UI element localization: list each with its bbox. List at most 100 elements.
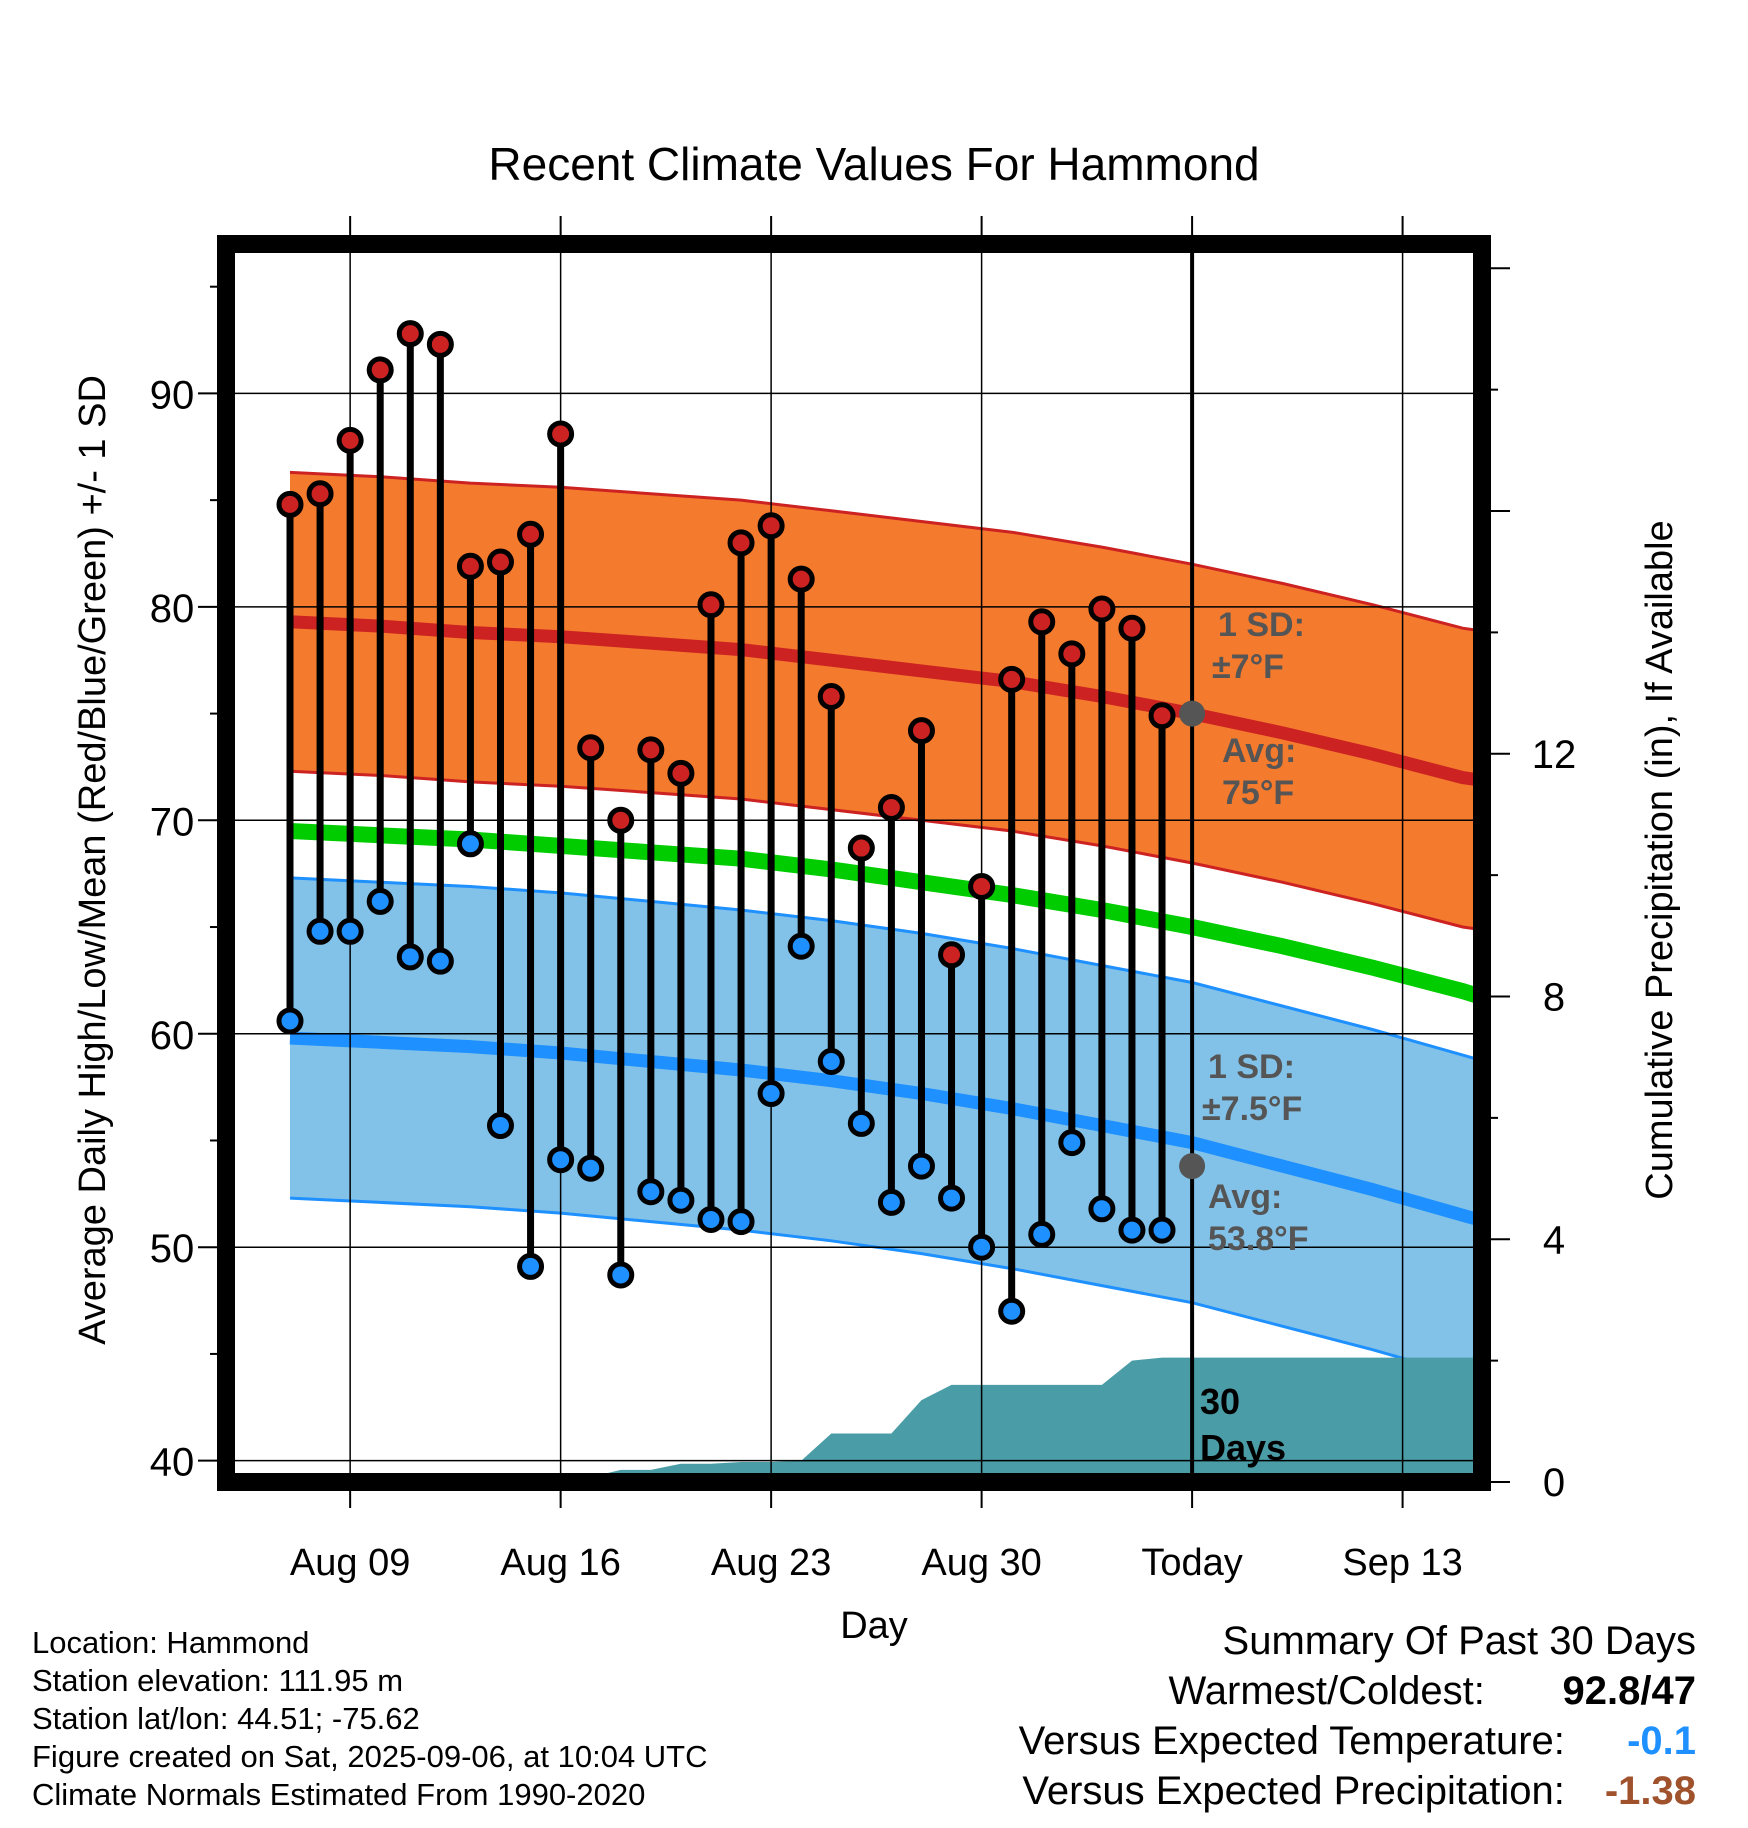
y2-axis-label: Cumulative Precipitation (in), If Availa… (1639, 520, 1681, 1199)
low-point (306, 917, 334, 945)
high-point (1118, 614, 1146, 642)
low-point (968, 1233, 996, 1261)
x-tick-label: Aug 30 (921, 1542, 1041, 1584)
high-point (396, 320, 424, 348)
high-point (1028, 608, 1056, 636)
today-low-normal-marker (1179, 1153, 1206, 1180)
x-tick-label: Aug 23 (711, 1542, 831, 1584)
summary-panel: Summary Of Past 30 Days Warmest/Coldest:… (1019, 1616, 1696, 1816)
high-point (667, 759, 695, 787)
low-point (517, 1252, 545, 1280)
high-avg-value: 75°F (1222, 774, 1294, 812)
x-tick-label: Sep 13 (1342, 1542, 1462, 1584)
cumulative-precip-area (290, 1357, 1482, 1482)
high-point (517, 520, 545, 548)
temp-label: Versus Expected Temperature: (1018, 1719, 1565, 1763)
y2-tick-label: 4 (1543, 1218, 1565, 1262)
y-tick-label: 40 (150, 1441, 195, 1485)
summary-title: Summary Of Past 30 Days (1222, 1619, 1696, 1663)
high-point (456, 552, 484, 580)
y-tick-label: 70 (150, 800, 195, 844)
high-point (426, 330, 454, 358)
high-point (276, 490, 304, 518)
window-days-label: Days (1200, 1427, 1286, 1468)
temp-value: -0.1 (1627, 1719, 1696, 1763)
precip-value: -1.38 (1604, 1769, 1696, 1813)
low-point (727, 1208, 755, 1236)
low-point (607, 1261, 635, 1289)
latlon-text: Station lat/lon: 44.51; -75.62 (32, 1701, 420, 1736)
low-point (1148, 1216, 1176, 1244)
created-text: Figure created on Sat, 2025-09-06, at 10… (32, 1739, 708, 1774)
low-point (847, 1109, 875, 1137)
x-tick-label: Aug 16 (500, 1542, 620, 1584)
low-point (1028, 1220, 1056, 1248)
y-tick-label: 50 (150, 1227, 195, 1271)
high-sd-band (290, 472, 1482, 930)
today-high-normal-marker (1179, 700, 1206, 727)
low-sd-band-lower (289, 1196, 1482, 1383)
x-tick-label: Aug 09 (290, 1542, 410, 1584)
low-point (998, 1297, 1026, 1325)
low-point (757, 1080, 785, 1108)
summary-precip-row: Versus Expected Precipitation: -1.38 (1019, 1766, 1696, 1816)
high-sd-band-upper (289, 470, 1482, 633)
low-point (637, 1178, 665, 1206)
low-point (456, 830, 484, 858)
low-point (1118, 1216, 1146, 1244)
x-axis-label: Day (840, 1605, 908, 1647)
low-avg-label: Avg: (1208, 1178, 1282, 1216)
low-point (336, 917, 364, 945)
low-point (938, 1184, 966, 1212)
plot-area: 1 SD: ±7°F Avg: 75°F 1 SD: ±7.5°F Avg: 53.8°F 30… (150, 216, 1577, 1584)
station-info: Location: Hammond Station elevation: 111… (32, 1624, 708, 1814)
low-point (907, 1152, 935, 1180)
low-point (877, 1188, 905, 1216)
low-point (1058, 1129, 1086, 1157)
chart-title: Recent Climate Values For Hammond (488, 138, 1259, 190)
high-point (577, 734, 605, 762)
low-sd-value: ±7.5°F (1202, 1090, 1302, 1128)
high-point (757, 512, 785, 540)
high-point (306, 480, 334, 508)
y2-tick-label: 12 (1532, 733, 1577, 777)
high-point (336, 426, 364, 454)
summary-temp-row: Versus Expected Temperature: -0.1 (1019, 1716, 1696, 1766)
low-point (667, 1186, 695, 1214)
high-point (847, 834, 875, 862)
high-point (727, 529, 755, 557)
high-sd-label: 1 SD: (1218, 606, 1305, 644)
high-sd-value: ±7°F (1212, 648, 1284, 686)
y-tick-label: 90 (150, 373, 195, 417)
high-point (817, 683, 845, 711)
high-avg-label: Avg: (1222, 732, 1296, 770)
high-point (877, 794, 905, 822)
precip-label: Versus Expected Precipitation: (1022, 1769, 1565, 1813)
low-point (486, 1112, 514, 1140)
low-point (547, 1146, 575, 1174)
low-avg-value: 53.8°F (1208, 1220, 1309, 1258)
high-point (486, 548, 514, 576)
high-point (907, 717, 935, 745)
high-point (968, 872, 996, 900)
low-point (366, 887, 394, 915)
low-point (1088, 1195, 1116, 1223)
warmest-label: Warmest/Coldest: (1168, 1669, 1485, 1713)
high-point (1088, 595, 1116, 623)
low-point (577, 1154, 605, 1182)
high-point (607, 806, 635, 834)
high-point (366, 356, 394, 384)
low-point (426, 947, 454, 975)
location-text: Location: Hammond (32, 1625, 310, 1660)
low-point (787, 932, 815, 960)
y-tick-label: 80 (150, 587, 195, 631)
plot-inner (226, 244, 1482, 1482)
x-tick-label: Today (1141, 1542, 1242, 1584)
low-point (396, 943, 424, 971)
high-point (637, 736, 665, 764)
y2-tick-label: 0 (1543, 1461, 1565, 1505)
low-point (817, 1048, 845, 1076)
plot-frame (217, 235, 1491, 1491)
y2-tick-label: 8 (1543, 976, 1565, 1020)
